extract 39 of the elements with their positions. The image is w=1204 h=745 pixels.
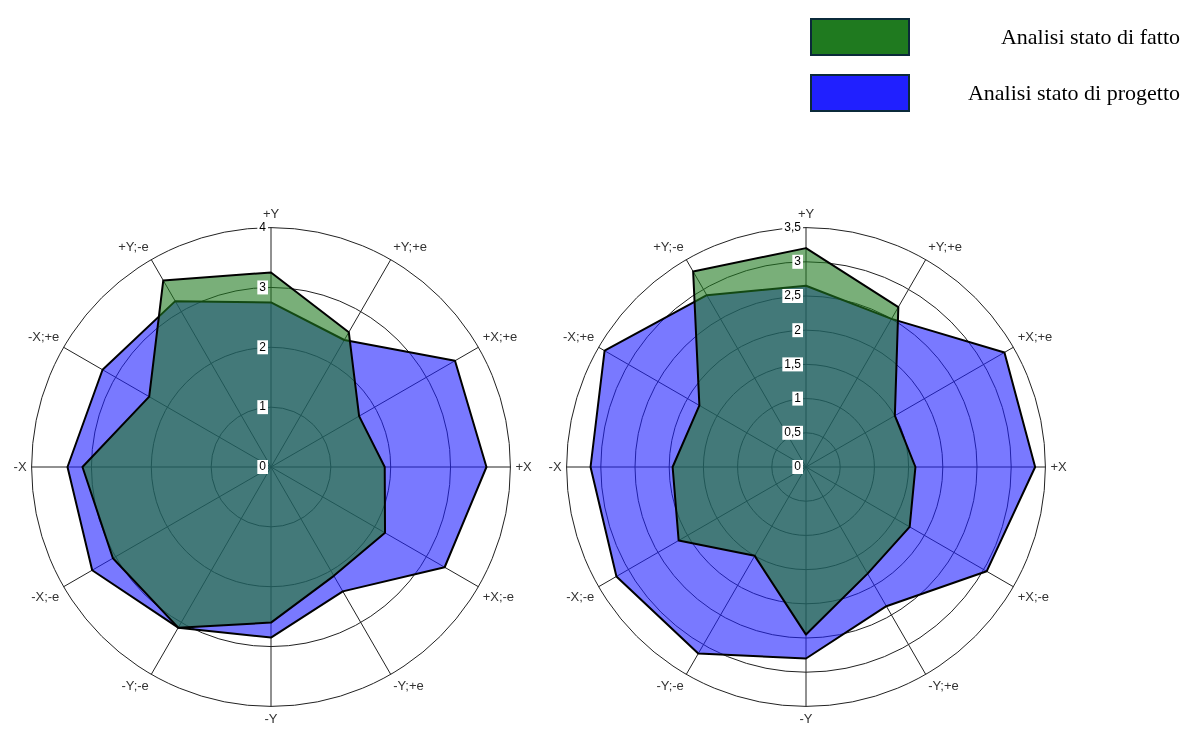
spoke-label: +X (1050, 458, 1067, 474)
text: Analisi stato di progetto (966, 80, 1180, 106)
spoke-label: +X;+e (1017, 328, 1053, 344)
spoke-label: -Y;-e (656, 678, 684, 694)
spoke-label: -Y (264, 710, 278, 726)
text: Analisi stato di fatto (999, 24, 1180, 50)
spoke-label: -Y;+e (393, 678, 424, 694)
spoke-label: -Y;-e (121, 678, 149, 694)
spoke-label: +X (515, 458, 532, 474)
spoke-label: +Y;-e (653, 239, 684, 255)
y-tick-label: 3,5 (784, 219, 802, 234)
y-tick-label: 4 (259, 219, 267, 234)
spoke-label: +Y (797, 206, 815, 222)
y-tick-label: 1,5 (784, 356, 802, 371)
spoke-label: -X;-e (31, 588, 60, 604)
spoke-label: -X (13, 458, 27, 474)
spoke-label: +Y (262, 206, 280, 222)
spoke-label: +X;+e (482, 328, 518, 344)
y-tick-label: 1 (794, 390, 802, 405)
spoke-label: +Y;+e (393, 239, 428, 255)
y-tick-label: 0,5 (784, 425, 802, 440)
spoke-label: -X;+e (27, 328, 60, 344)
spoke-label: -Y;+e (928, 678, 959, 694)
y-tick-label: 2 (259, 339, 267, 354)
spoke-label: +X;-e (482, 588, 515, 604)
spoke-label: +Y;-e (118, 239, 149, 255)
spoke-label: +Y;+e (928, 239, 963, 255)
y-tick-label: 0 (794, 459, 802, 474)
y-tick-label: 2 (794, 322, 802, 337)
y-tick-label: 2,5 (784, 288, 802, 303)
y-tick-label: 0 (259, 459, 267, 474)
spoke-label: +X;-e (1017, 588, 1050, 604)
y-tick-label: 1 (259, 399, 267, 414)
spoke-label: -X (548, 458, 562, 474)
spoke-label: -Y (799, 710, 813, 726)
spoke-label: -X;+e (562, 328, 595, 344)
y-tick-label: 3 (259, 279, 267, 294)
y-tick-label: 3 (794, 254, 802, 269)
spoke-label: -X;-e (566, 588, 595, 604)
